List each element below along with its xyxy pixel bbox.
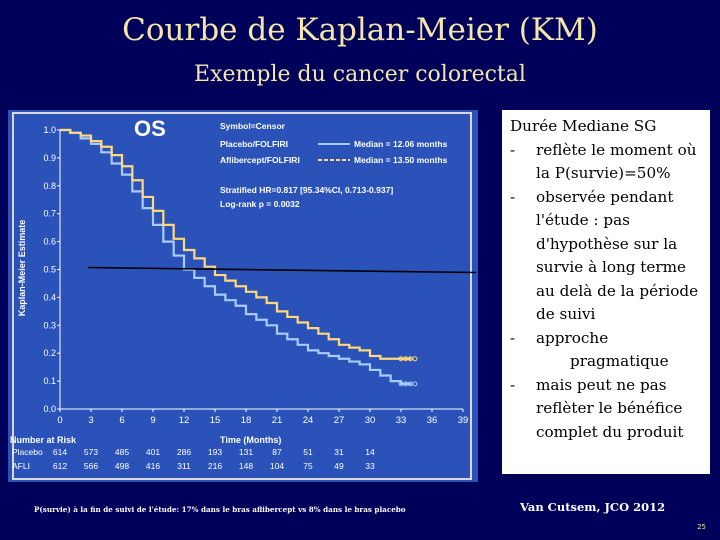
legend-placebo-median: Median = 12.06 months <box>354 139 448 149</box>
median-survival-notes: Durée Mediane SG reflète le moment où la… <box>502 110 710 474</box>
censor-mark <box>412 381 418 387</box>
censor-mark <box>398 381 404 387</box>
censor-mark <box>407 381 413 387</box>
y-tick-label: 0.3 <box>43 320 56 330</box>
km-chart: OS Symbol=Censor Placebo/FOLFIRI Median … <box>8 110 478 482</box>
x-tick-label: 39 <box>458 415 469 426</box>
at-risk-value: 33 <box>365 461 375 471</box>
notes-list: reflète le moment où la P(survie)=50% ob… <box>510 139 700 445</box>
page-number: 25 <box>697 523 706 531</box>
footnote: P(survie) à la fin de suivi de l'étude: … <box>34 505 406 514</box>
at-risk-value: 498 <box>115 461 129 471</box>
notes-bullet-3-continuation: pragmatique <box>570 352 669 370</box>
at-risk-value: 216 <box>208 461 222 471</box>
at-risk-value: 573 <box>84 447 98 457</box>
at-risk-value: 104 <box>270 461 284 471</box>
at-risk-value: 485 <box>115 447 129 457</box>
at-risk-value: 311 <box>177 461 191 471</box>
x-tick-labels: 0 3 6 9 12 15 18 21 24 27 30 33 36 39 <box>57 409 468 426</box>
aflibercept-curve <box>60 128 412 360</box>
at-risk-afli-label: AFLI <box>12 461 30 471</box>
censor-mark <box>403 356 409 362</box>
notes-bullet-3: approche pragmatique <box>510 327 700 374</box>
at-risk-header: Number at Risk <box>10 435 77 445</box>
y-tick-label: 0.4 <box>43 292 56 302</box>
x-tick-label: 3 <box>88 415 93 426</box>
x-tick-label: 24 <box>303 415 314 426</box>
legend-afli-label: Aflibercept/FOLFIRI <box>220 155 300 165</box>
x-tick-label: 0 <box>57 415 62 426</box>
notes-bullet-4: mais peut ne pas reflèter le bénéfice co… <box>510 374 700 445</box>
y-tick-label: 0.5 <box>43 265 56 275</box>
notes-bullet-1: reflète le moment où la P(survie)=50% <box>510 139 700 186</box>
censor-mark <box>403 381 409 387</box>
at-risk-value: 286 <box>177 447 191 457</box>
x-tick-label: 18 <box>241 415 252 426</box>
km-chart-svg: OS Symbol=Censor Placebo/FOLFIRI Median … <box>8 110 478 482</box>
at-risk-value: 614 <box>53 447 67 457</box>
x-tick-label: 9 <box>150 415 155 426</box>
x-axis-label: Time (Months) <box>220 435 281 445</box>
x-tick-label: 6 <box>119 415 124 426</box>
chart-background <box>8 110 478 482</box>
x-tick-label: 15 <box>210 415 221 426</box>
notes-heading: Durée Mediane SG <box>510 117 657 135</box>
y-tick-label: 0.8 <box>43 181 56 191</box>
x-tick-label: 33 <box>396 415 407 426</box>
x-tick-label: 30 <box>365 415 376 426</box>
at-risk-value: 193 <box>208 447 222 457</box>
chart-frame <box>12 112 472 480</box>
at-risk-value: 14 <box>365 447 375 457</box>
at-risk-value: 51 <box>303 447 313 457</box>
panel-label: OS <box>134 116 166 141</box>
at-risk-value: 75 <box>303 461 313 471</box>
slide-title: Courbe de Kaplan-Meier (KM) <box>122 12 598 48</box>
at-risk-placebo-label: Placebo <box>12 447 43 457</box>
y-tick-label: 0.1 <box>43 376 56 386</box>
at-risk-value: 148 <box>239 461 253 471</box>
at-risk-value: 31 <box>334 447 344 457</box>
legend-afli-median: Median = 13.50 months <box>354 155 448 165</box>
legend-logrank: Log-rank p = 0.0032 <box>220 199 300 209</box>
at-risk-value: 87 <box>272 447 282 457</box>
at-risk-value: 566 <box>84 461 98 471</box>
at-risk-value: 612 <box>53 461 67 471</box>
y-tick-label: 1.0 <box>43 125 56 135</box>
y-tick-label: 0.0 <box>43 404 56 414</box>
y-tick-label: 0.9 <box>43 153 56 163</box>
y-tick-label: 0.7 <box>43 209 56 219</box>
censor-mark <box>412 356 418 362</box>
legend-title: Symbol=Censor <box>220 121 286 131</box>
censor-mark <box>398 356 404 362</box>
y-axis-label: Kaplan-Meier Estimate <box>17 220 27 317</box>
slide-subtitle: Exemple du cancer colorectal <box>194 62 526 87</box>
at-risk-values: 614 573 485 401 286 193 131 87 51 31 14 612 566 498 41… <box>53 447 375 471</box>
notes-bullet-2: observée pendant l'étude : pas d'hypothè… <box>510 186 700 327</box>
x-tick-label: 36 <box>427 415 438 426</box>
x-tick-label: 12 <box>179 415 190 426</box>
at-risk-value: 401 <box>146 447 160 457</box>
y-tick-labels: 1.0 0.9 0.8 0.7 0.6 0.5 0.4 0.3 0.2 0.1 0.0 <box>43 125 60 414</box>
x-tick-label: 21 <box>272 415 283 426</box>
at-risk-value: 49 <box>334 461 344 471</box>
at-risk-value: 416 <box>146 461 160 471</box>
y-tick-label: 0.2 <box>43 348 56 358</box>
km-curves <box>60 128 418 387</box>
x-tick-label: 27 <box>334 415 345 426</box>
censor-mark <box>407 356 413 362</box>
at-risk-value: 131 <box>239 447 253 457</box>
notes-bullet-3-text: approche <box>536 328 609 347</box>
median-line <box>87 266 477 274</box>
y-tick-label: 0.6 <box>43 237 56 247</box>
legend-placebo-label: Placebo/FOLFIRI <box>220 139 288 149</box>
reference: Van Cutsem, JCO 2012 <box>520 500 666 514</box>
legend-hr: Stratified HR=0.817 [95.34%CI, 0.713-0.9… <box>220 185 393 195</box>
